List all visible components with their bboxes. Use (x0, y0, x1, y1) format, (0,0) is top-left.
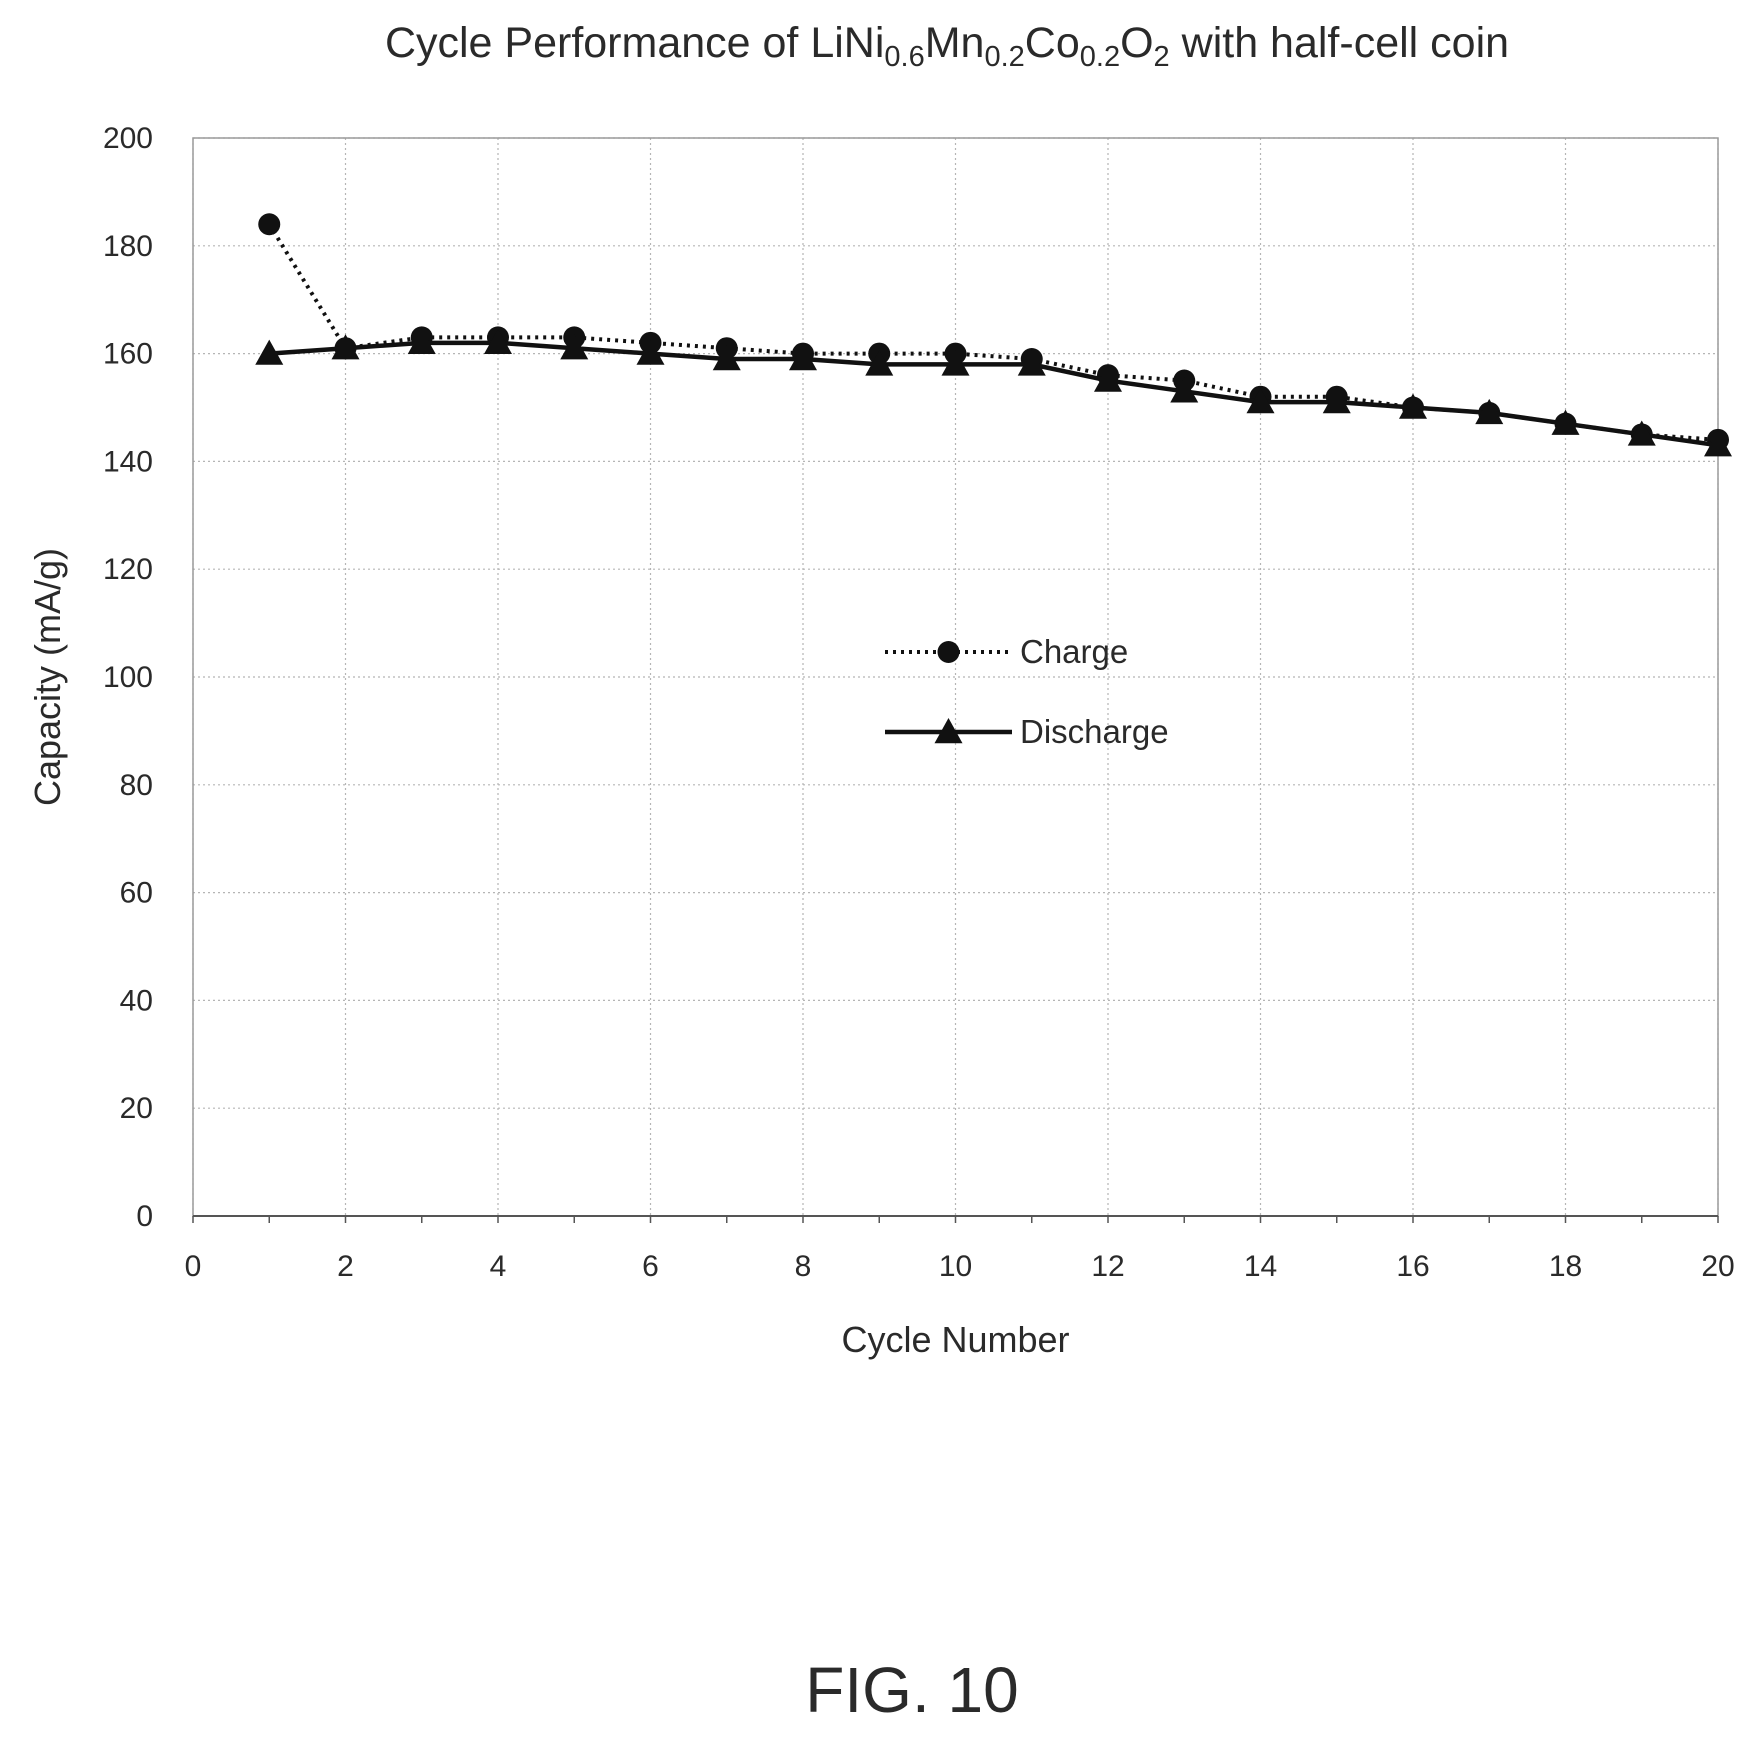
y-tick-label: 100 (103, 661, 153, 694)
chart-title: Cycle Performance of LiNi0.6Mn0.2Co0.2O2… (385, 19, 1509, 73)
y-tick-label: 80 (120, 769, 153, 802)
y-tick-label: 60 (120, 877, 153, 910)
data-point-discharge (1094, 366, 1122, 392)
data-point-discharge (636, 339, 665, 365)
y-tick-label: 180 (103, 230, 153, 263)
x-axis-title: Cycle Number (841, 1319, 1069, 1360)
x-tick-label: 20 (1701, 1250, 1734, 1283)
data-point-discharge (484, 328, 512, 355)
title-subscript: 0.2 (984, 41, 1024, 73)
data-point-discharge (712, 344, 741, 371)
grid-lines (192, 137, 1719, 1217)
legend-marker-charge (937, 641, 960, 663)
data-point-discharge (1704, 431, 1732, 457)
y-axis: 0 20 40 60 80 100 120 140 160 180 200 (103, 122, 153, 1233)
series-discharge (255, 328, 1732, 457)
x-tick-label: 0 (185, 1250, 202, 1283)
data-point-discharge (789, 344, 817, 371)
series-line-discharge (269, 340, 1719, 448)
x-tick-label: 16 (1396, 1250, 1429, 1283)
y-tick-label: 40 (120, 984, 153, 1017)
x-tick-label: 4 (490, 1250, 507, 1283)
y-axis-title: Capacity (mA/g) (27, 548, 68, 806)
title-segment: with half-cell coin (1170, 19, 1509, 67)
figure-label: FIG. 10 (805, 1654, 1018, 1726)
x-axis: 0 2 4 6 8 10 12 14 16 18 20 (185, 1215, 1735, 1283)
data-point-discharge (865, 350, 894, 376)
data-point-discharge (1017, 350, 1046, 376)
y-tick-label: 0 (136, 1200, 153, 1233)
data-point-discharge (1475, 398, 1504, 425)
y-tick-label: 120 (103, 553, 153, 586)
series-layer (255, 213, 1732, 457)
data-point-discharge (1551, 409, 1580, 435)
x-tick-label: 2 (337, 1250, 354, 1283)
series-line-charge (267, 223, 1719, 442)
legend-label-charge: Charge (1020, 633, 1128, 670)
data-point-discharge (941, 350, 970, 376)
title-subscript: 0.2 (1080, 41, 1120, 73)
data-point-discharge (560, 334, 589, 360)
title-subscript: 2 (1154, 41, 1170, 73)
data-point-discharge (407, 328, 436, 355)
title-segment: O (1120, 19, 1153, 67)
title-segment: Mn (925, 19, 985, 67)
y-tick-label: 140 (103, 445, 153, 478)
data-point-discharge (1170, 377, 1199, 403)
y-tick-label: 200 (103, 122, 153, 155)
data-point-discharge (1246, 388, 1275, 414)
data-point-discharge (331, 334, 360, 360)
legend-marker-discharge (934, 718, 963, 744)
x-tick-label: 10 (939, 1250, 972, 1283)
x-tick-label: 14 (1244, 1250, 1277, 1283)
y-tick-label: 160 (103, 338, 153, 371)
data-point-discharge (1627, 420, 1656, 446)
x-tick-label: 12 (1091, 1250, 1124, 1283)
data-point-discharge (1322, 388, 1351, 414)
data-point-charge (258, 213, 281, 236)
y-tick-label: 20 (120, 1092, 153, 1125)
data-point-discharge (255, 339, 284, 365)
x-tick-label: 6 (642, 1250, 659, 1283)
x-tick-label: 18 (1549, 1250, 1582, 1283)
title-segment: Cycle Performance of LiNi (385, 19, 884, 67)
title-segment: Co (1025, 19, 1080, 67)
data-point-discharge (1399, 393, 1427, 419)
x-tick-label: 8 (795, 1250, 812, 1283)
title-subscript: 0.6 (884, 41, 924, 73)
legend: Charge Discharge (885, 633, 1169, 750)
legend-label-discharge: Discharge (1020, 713, 1169, 750)
